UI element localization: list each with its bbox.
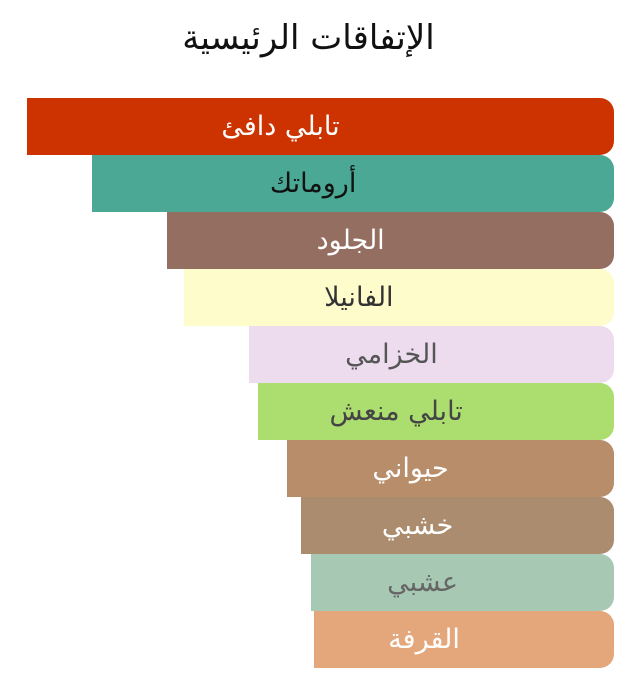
- accord-label: أروماتك: [269, 168, 357, 199]
- accord-label: الفانيلا: [324, 282, 394, 313]
- accord-label: الجلود: [316, 225, 385, 256]
- accord-label: الخزامي: [345, 339, 438, 370]
- accord-bar: خشبي: [301, 497, 614, 554]
- accord-bar: الفانيلا: [183, 269, 614, 326]
- accord-bar: تابلي دافئ: [27, 98, 614, 155]
- accord-label: القرفة: [388, 624, 460, 655]
- accord-bar: تابلي منعش: [258, 383, 614, 440]
- accord-label: تابلي دافئ: [221, 111, 340, 142]
- accord-bar: القرفة: [314, 611, 614, 668]
- accord-bar: حيواني: [287, 440, 614, 497]
- accord-label: حيواني: [372, 453, 449, 484]
- accord-bar: الجلود: [167, 212, 614, 269]
- accord-label: عشبي: [387, 567, 458, 598]
- accord-label: تابلي منعش: [329, 396, 463, 427]
- chart-title: الإتفاقات الرئيسية: [182, 18, 435, 58]
- accord-bar: عشبي: [311, 554, 614, 611]
- accord-bars: تابلي دافئ أروماتك الجلود الفانيلا الخزامي تا…: [27, 98, 614, 668]
- accord-label: خشبي: [381, 510, 454, 541]
- accord-bar: الخزامي: [248, 326, 614, 383]
- accord-bar: أروماتك: [92, 155, 614, 212]
